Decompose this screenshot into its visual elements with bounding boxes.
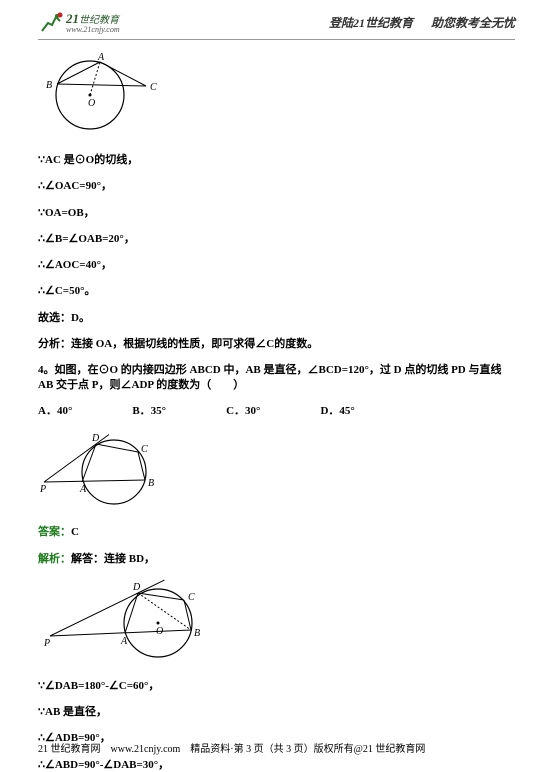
answer-value: C [71,526,79,538]
figure-3: P A B C D O [38,578,515,669]
analysis-value: 解答：连接 BD， [71,553,155,565]
logo-text: 21世纪教育 www.21cnjy.com [66,12,120,34]
option-b: B．35° [132,404,166,418]
svg-text:D: D [132,582,141,593]
option-c: C．30° [226,404,260,418]
line-5: ∴∠AOC=40°， [38,258,515,272]
figure-2: P A B C D [38,430,515,515]
logo-block: 21世纪教育 www.21cnjy.com [38,11,120,35]
line-4: ∴∠B=∠OAB=20°， [38,232,515,246]
logo-url: www.21cnjy.com [66,26,120,34]
question-4: 4。如图，在⊙O 的内接四边形 ABCD 中，AB 是直径，∠BCD=120°，… [38,363,515,392]
svg-text:A: A [79,484,87,495]
line-3: ∵OA=OB， [38,206,515,220]
svg-text:O: O [88,98,95,109]
figure-1-svg: A B C O [38,50,168,140]
svg-text:A: A [97,52,105,63]
analysis-label: 解析： [38,553,71,565]
svg-text:P: P [39,484,46,495]
svg-text:C: C [150,82,157,93]
slogan-b: 助您教考全无忧 [431,16,515,30]
page-footer: 21 世纪教育网 www.21cnjy.com 精品资料·第 3 页（共 3 页… [38,740,515,755]
option-d: D．45° [320,404,354,418]
svg-text:O: O [156,626,163,637]
line-6: ∴∠C=50°。 [38,284,515,298]
figure-3-svg: P A B C D O [38,578,208,666]
step-2: ∵AB 是直径， [38,705,515,719]
svg-text:B: B [194,628,200,639]
step-1: ∵∠DAB=180°-∠C=60°， [38,679,515,693]
logo-big: 21 [66,11,79,26]
page-header: 21世纪教育 www.21cnjy.com 登陆21世纪教育 助您教考全无忧 [38,10,515,40]
svg-text:D: D [91,433,100,444]
figure-2-svg: P A B C D [38,430,168,512]
line-7: 故选：D。 [38,311,515,325]
line-8: 分析：连接 OA，根据切线的性质，即可求得∠C的度数。 [38,337,515,351]
svg-text:A: A [120,636,128,647]
line-2: ∴∠OAC=90°， [38,179,515,193]
header-slogan: 登陆21世纪教育 助您教考全无忧 [329,14,515,31]
option-a: A．40° [38,404,72,418]
runner-icon [38,11,64,35]
logo-cn: 世纪教育 [79,15,119,26]
figure-1: A B C O [38,50,515,143]
options-row: A．40° B．35° C．30° D．45° [38,404,515,418]
analysis-line: 解析：解答：连接 BD， [38,552,515,566]
svg-text:C: C [188,592,195,603]
svg-text:C: C [141,444,148,455]
answer-label: 答案： [38,526,71,538]
slogan-a: 登陆21世纪教育 [329,16,413,30]
line-1: ∵AC 是⊙O的切线， [38,153,515,167]
answer-line: 答案：C [38,525,515,539]
svg-text:P: P [43,638,50,649]
svg-text:B: B [46,80,52,91]
svg-text:B: B [148,478,154,489]
